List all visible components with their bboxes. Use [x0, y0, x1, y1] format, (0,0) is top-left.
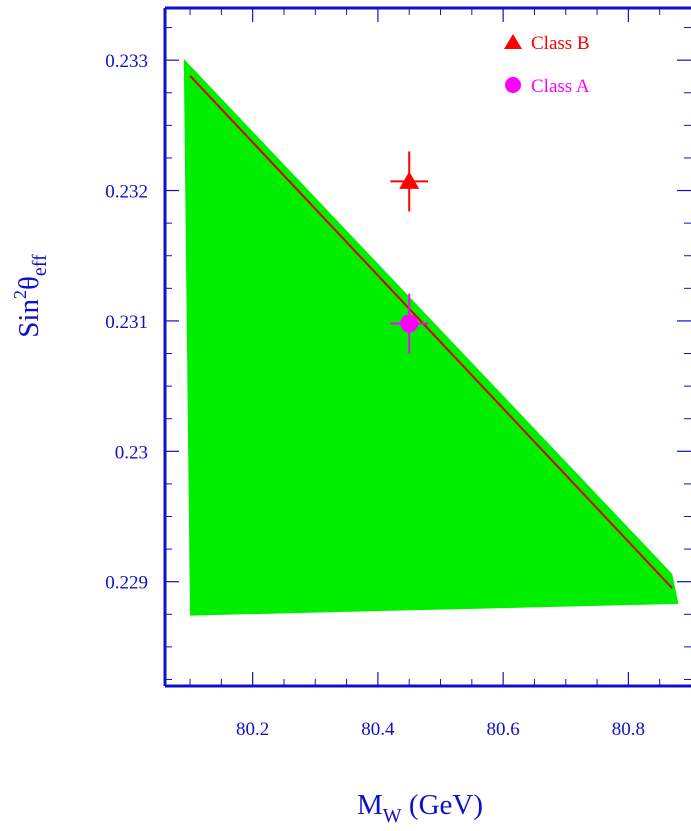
y-tick-label: 0.233	[105, 51, 148, 72]
x-axis-title-main: M	[357, 789, 383, 821]
confidence-band	[183, 58, 679, 616]
data-point-class-a	[390, 293, 428, 354]
tick-labels: 80.2 80.4 80.6 80.8 0.229 0.23 0.231 0.232 0.233	[105, 51, 645, 740]
circle-marker	[400, 314, 419, 333]
data-points-layer	[390, 151, 428, 354]
confidence-band-layer	[183, 58, 679, 616]
x-tick-label: 80.4	[361, 719, 395, 740]
x-axis-title: MW (GeV)	[357, 789, 483, 827]
y-axis-title-sub: eff	[29, 254, 51, 276]
x-tick-label: 80.6	[487, 719, 520, 740]
data-point-class-b	[390, 151, 428, 212]
legend: Class B Class A	[504, 33, 590, 97]
y-tick-label: 0.23	[115, 442, 148, 463]
x-tick-label: 80.2	[236, 719, 269, 740]
y-axis-title-theta: θ	[13, 276, 45, 290]
y-axis-title: Sin2θeff	[10, 254, 51, 338]
axis-ticks	[165, 8, 691, 686]
legend-entry-class-a: Class A	[505, 76, 590, 97]
x-axis-title-sub: W	[383, 805, 402, 827]
legend-triangle-icon	[504, 34, 522, 49]
y-tick-label: 0.229	[105, 573, 148, 594]
legend-label: Class B	[531, 33, 590, 54]
legend-circle-icon	[505, 77, 521, 93]
x-tick-label: 80.8	[612, 719, 645, 740]
y-axis-title-sup: 2	[10, 290, 30, 299]
y-tick-label: 0.232	[105, 182, 148, 203]
central-line-layer	[189, 75, 673, 589]
y-axis-title-main: Sin	[13, 299, 45, 338]
legend-label: Class A	[531, 76, 590, 97]
legend-entry-class-b: Class B	[504, 33, 590, 54]
y-tick-label: 0.231	[105, 312, 148, 333]
x-axis-title-rest: (GeV)	[402, 789, 483, 821]
triangle-marker	[399, 171, 420, 189]
central-line	[189, 75, 673, 589]
